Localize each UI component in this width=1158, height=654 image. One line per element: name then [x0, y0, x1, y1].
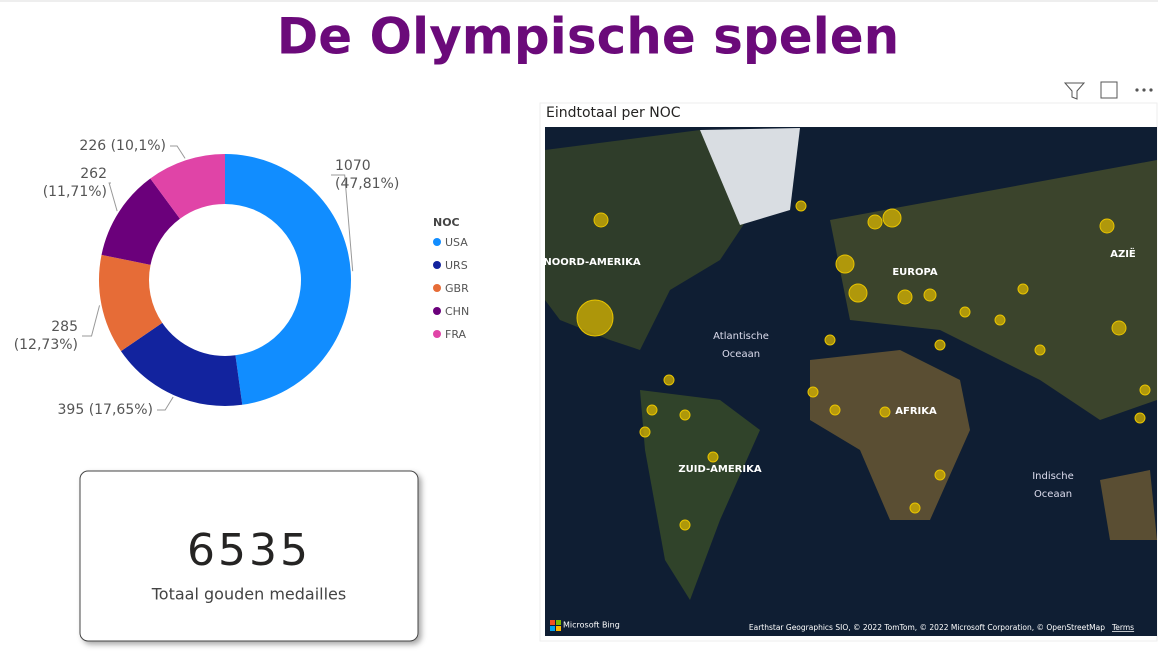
legend-marker: [433, 330, 441, 338]
card: [79, 470, 419, 642]
focus-icon[interactable]: [1100, 81, 1118, 99]
leader-line: [170, 145, 186, 159]
map-label: Atlantische Oceaan: [713, 331, 769, 360]
page-title: De Olympische spelen: [277, 8, 900, 66]
data-label: 395 (17,65%): [58, 402, 153, 418]
legend-label: CHN: [445, 305, 469, 318]
map-label: AZIË: [1110, 246, 1136, 260]
filter-icon[interactable]: [1063, 82, 1086, 100]
donut-chart: 1070 (47,81%) 395 (17,65%) 285 (12,73%) 262 (1…: [14, 138, 400, 418]
legend-label: URS: [445, 259, 468, 272]
map-terms[interactable]: Terms: [1111, 623, 1134, 632]
leader-line: [331, 174, 354, 272]
map-logo: Microsoft Bing: [563, 621, 620, 630]
map-label: NOORD-AMERIKA: [543, 257, 640, 268]
legend-marker: [433, 238, 441, 246]
legend-label: GBR: [445, 282, 469, 295]
visual-header: [1063, 81, 1153, 100]
data-label: 285 (12,73%): [14, 319, 78, 353]
legend-label: USA: [445, 236, 468, 249]
leader-line: [157, 396, 174, 411]
bing-logo-icon: [550, 620, 561, 631]
map-bubbles: [576, 200, 1151, 531]
legend-title: NOC: [433, 216, 460, 229]
legend-marker: [433, 307, 441, 315]
donut-slice: [101, 178, 180, 265]
map-attribution: Earthstar Geographics SIO, © 2022 TomTom…: [749, 623, 1105, 632]
map[interactable]: NOORD-AMERIKA Atlantische Oceaan EUROPA AZIË…: [543, 127, 1157, 636]
donut-slice: [120, 322, 243, 406]
data-label: 262 (11,71%): [43, 166, 107, 200]
donut-slice: [150, 154, 225, 219]
donut-slice: [225, 154, 351, 405]
map-title: Eindtotaal per NOC: [546, 105, 681, 121]
more-icon[interactable]: [1135, 88, 1153, 92]
map-label: EUROPA: [892, 267, 938, 278]
data-label: 1070 (47,81%): [335, 158, 399, 192]
data-label: 226 (10,1%): [79, 138, 166, 154]
card-value: 6535: [187, 525, 311, 576]
donut-slice: [99, 254, 163, 352]
map-label: Indische Oceaan: [1032, 471, 1074, 500]
legend-marker: [433, 284, 441, 292]
leader-line: [108, 182, 118, 212]
leader-line: [82, 305, 101, 337]
card-label: Totaal gouden medailles: [151, 585, 346, 604]
legend: USA URS GBR CHN FRA NOC: [433, 216, 469, 341]
legend-label: FRA: [445, 328, 467, 341]
legend-marker: [433, 261, 441, 269]
map-label: ZUID-AMERIKA: [678, 464, 761, 475]
map-label: AFRIKA: [895, 406, 937, 417]
